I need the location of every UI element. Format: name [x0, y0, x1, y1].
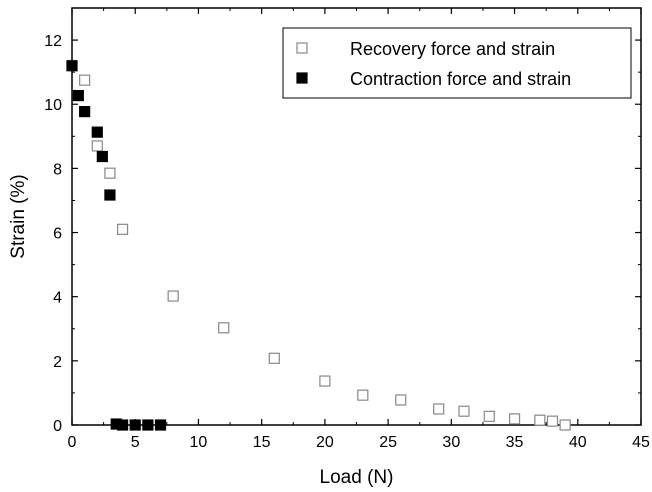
x-tick-label: 10	[190, 434, 208, 451]
contraction-point	[91, 126, 103, 138]
recovery-point	[433, 403, 445, 415]
y-tick-label: 12	[44, 33, 62, 50]
contraction-point	[72, 89, 84, 102]
legend-label-contraction: Contraction force and strain	[350, 69, 571, 89]
contraction-point	[142, 419, 154, 431]
recovery-point	[508, 413, 521, 425]
x-tick-label: 5	[131, 434, 140, 451]
x-tick-label: 30	[442, 434, 460, 451]
contraction-point	[104, 189, 116, 201]
data-points	[66, 60, 571, 431]
contraction-point	[79, 106, 91, 118]
recovery-point	[91, 140, 103, 152]
recovery-point	[319, 375, 331, 387]
contraction-point	[154, 419, 167, 431]
legend-marker-recovery	[296, 42, 308, 54]
recovery-point	[79, 74, 91, 86]
recovery-point	[395, 394, 407, 406]
recovery-point	[559, 419, 571, 431]
contraction-point	[66, 60, 78, 72]
recovery-point	[104, 167, 116, 179]
y-tick-label: 8	[53, 161, 62, 178]
recovery-point	[357, 389, 369, 401]
recovery-point	[458, 405, 470, 417]
y-tick-label: 0	[53, 418, 62, 435]
y-tick-label: 4	[53, 290, 62, 307]
recovery-point	[546, 415, 559, 427]
y-tick-label: 2	[53, 354, 62, 371]
recovery-point	[218, 322, 230, 334]
x-axis-ticks	[71, 8, 642, 425]
x-tick-label: 15	[253, 434, 271, 451]
contraction-point	[116, 419, 129, 431]
contraction-point	[96, 150, 108, 163]
y-tick-label: 6	[53, 226, 62, 243]
contraction-point	[129, 419, 141, 431]
legend-box	[282, 27, 632, 99]
x-axis-title: Load (N)	[320, 467, 394, 488]
x-tick-label: 40	[569, 434, 587, 451]
x-tick-label: 0	[68, 434, 77, 451]
y-tick-label: 10	[44, 97, 62, 114]
recovery-point	[116, 223, 129, 235]
legend-label-recovery: Recovery force and strain	[350, 39, 555, 59]
recovery-point	[268, 352, 280, 364]
legend-marker-contraction	[296, 72, 308, 84]
y-axis-title: Strain (%)	[8, 174, 29, 258]
recovery-point	[167, 290, 179, 302]
x-axis-tick-labels: 0 5 10 15 20 25 30 35 40 45	[68, 434, 650, 451]
legend: Recovery force and strain Contraction fo…	[282, 27, 632, 99]
y-axis-ticks	[72, 39, 641, 426]
y-axis-tick-labels: 0 2 4 6 8 10 12	[44, 33, 62, 435]
x-tick-label: 35	[506, 434, 524, 451]
recovery-point	[534, 414, 546, 426]
recovery-point	[483, 410, 495, 422]
x-tick-label: 45	[632, 434, 650, 451]
x-tick-label: 25	[379, 434, 397, 451]
x-tick-label: 20	[316, 434, 334, 451]
